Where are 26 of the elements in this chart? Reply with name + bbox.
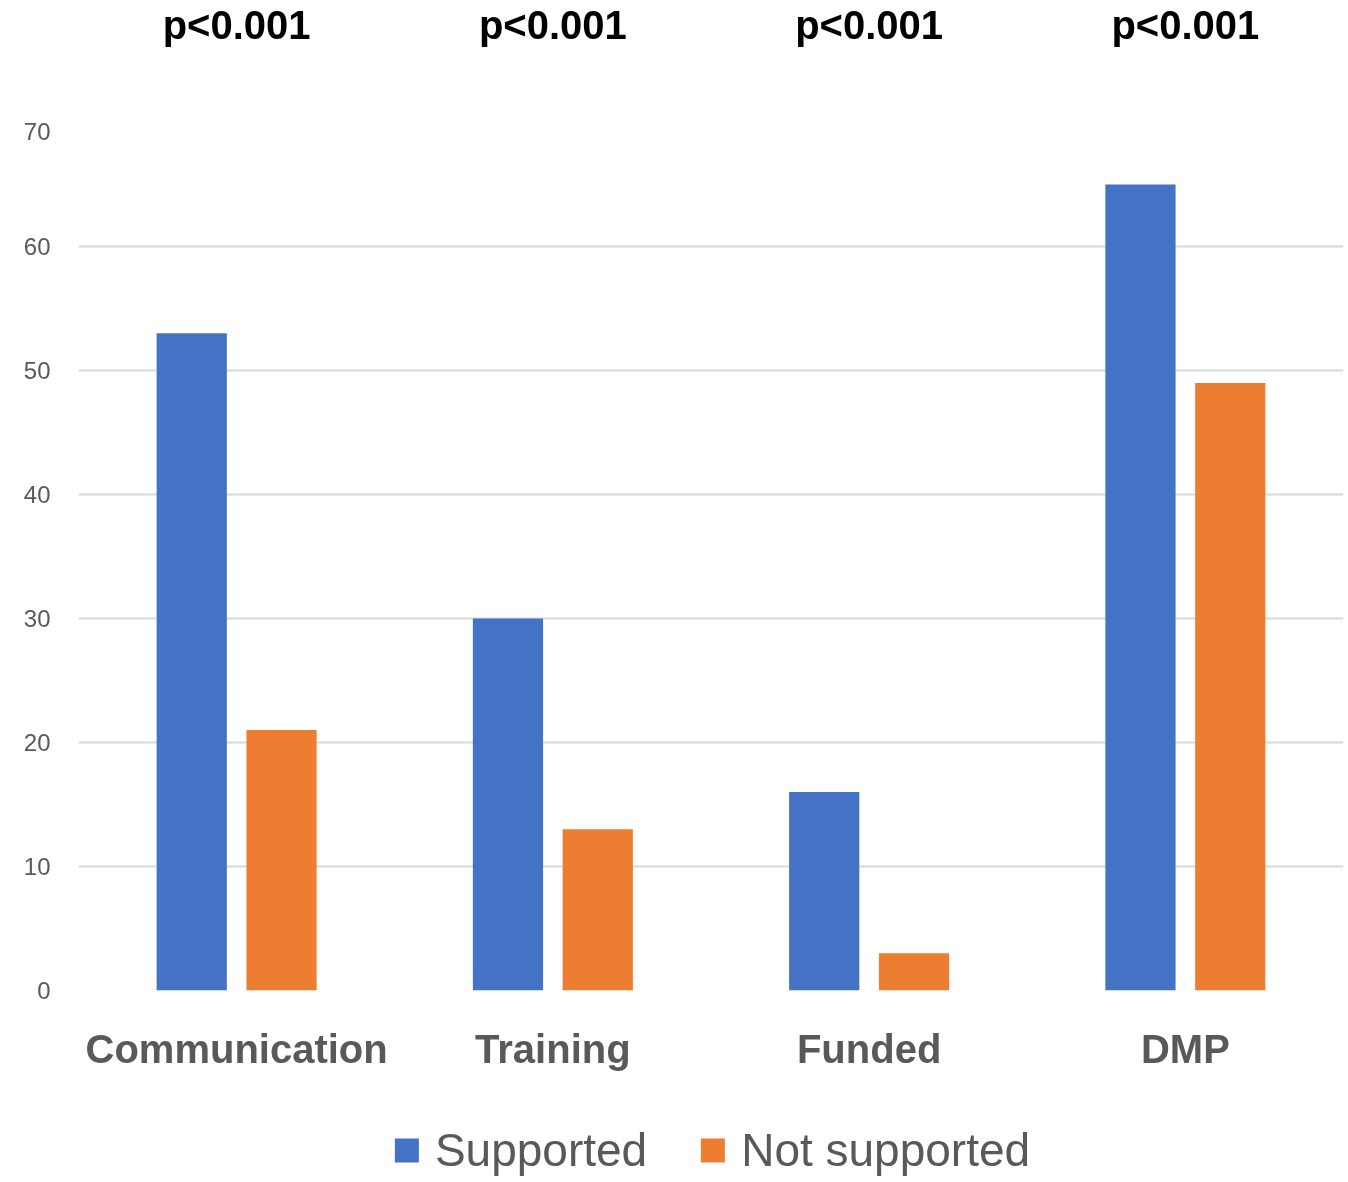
text: p<0.001 [162, 2, 311, 47]
y-tick-label: 40 [23, 481, 51, 508]
legend-label: Supported [434, 1123, 648, 1177]
text: p<0.001 [1111, 2, 1260, 47]
text: p<0.001 [795, 2, 944, 47]
bar [246, 730, 317, 991]
y-tick-label: 30 [23, 605, 51, 632]
y-tick-label: 0 [37, 977, 51, 1004]
bar [156, 333, 227, 991]
y-tick-label: 20 [23, 729, 51, 756]
bar [1195, 382, 1266, 991]
x-tick-label: Communication [85, 1026, 388, 1071]
y-tick-label: 70 [23, 117, 51, 145]
x-tick-label: Training [475, 1026, 631, 1071]
y-tick-label: 50 [23, 357, 51, 384]
y-tick-label: 10 [23, 853, 51, 880]
bar [1105, 184, 1176, 991]
y-tick-label: 60 [23, 233, 51, 260]
x-tick-label: DMP [1140, 1026, 1230, 1071]
x-tick-label: Funded [796, 1026, 942, 1071]
legend-label: Not supported [741, 1123, 1031, 1177]
text: p<0.001 [478, 2, 627, 47]
bar [562, 829, 633, 991]
bar [789, 792, 860, 991]
bar [472, 618, 544, 991]
bar [878, 953, 950, 991]
